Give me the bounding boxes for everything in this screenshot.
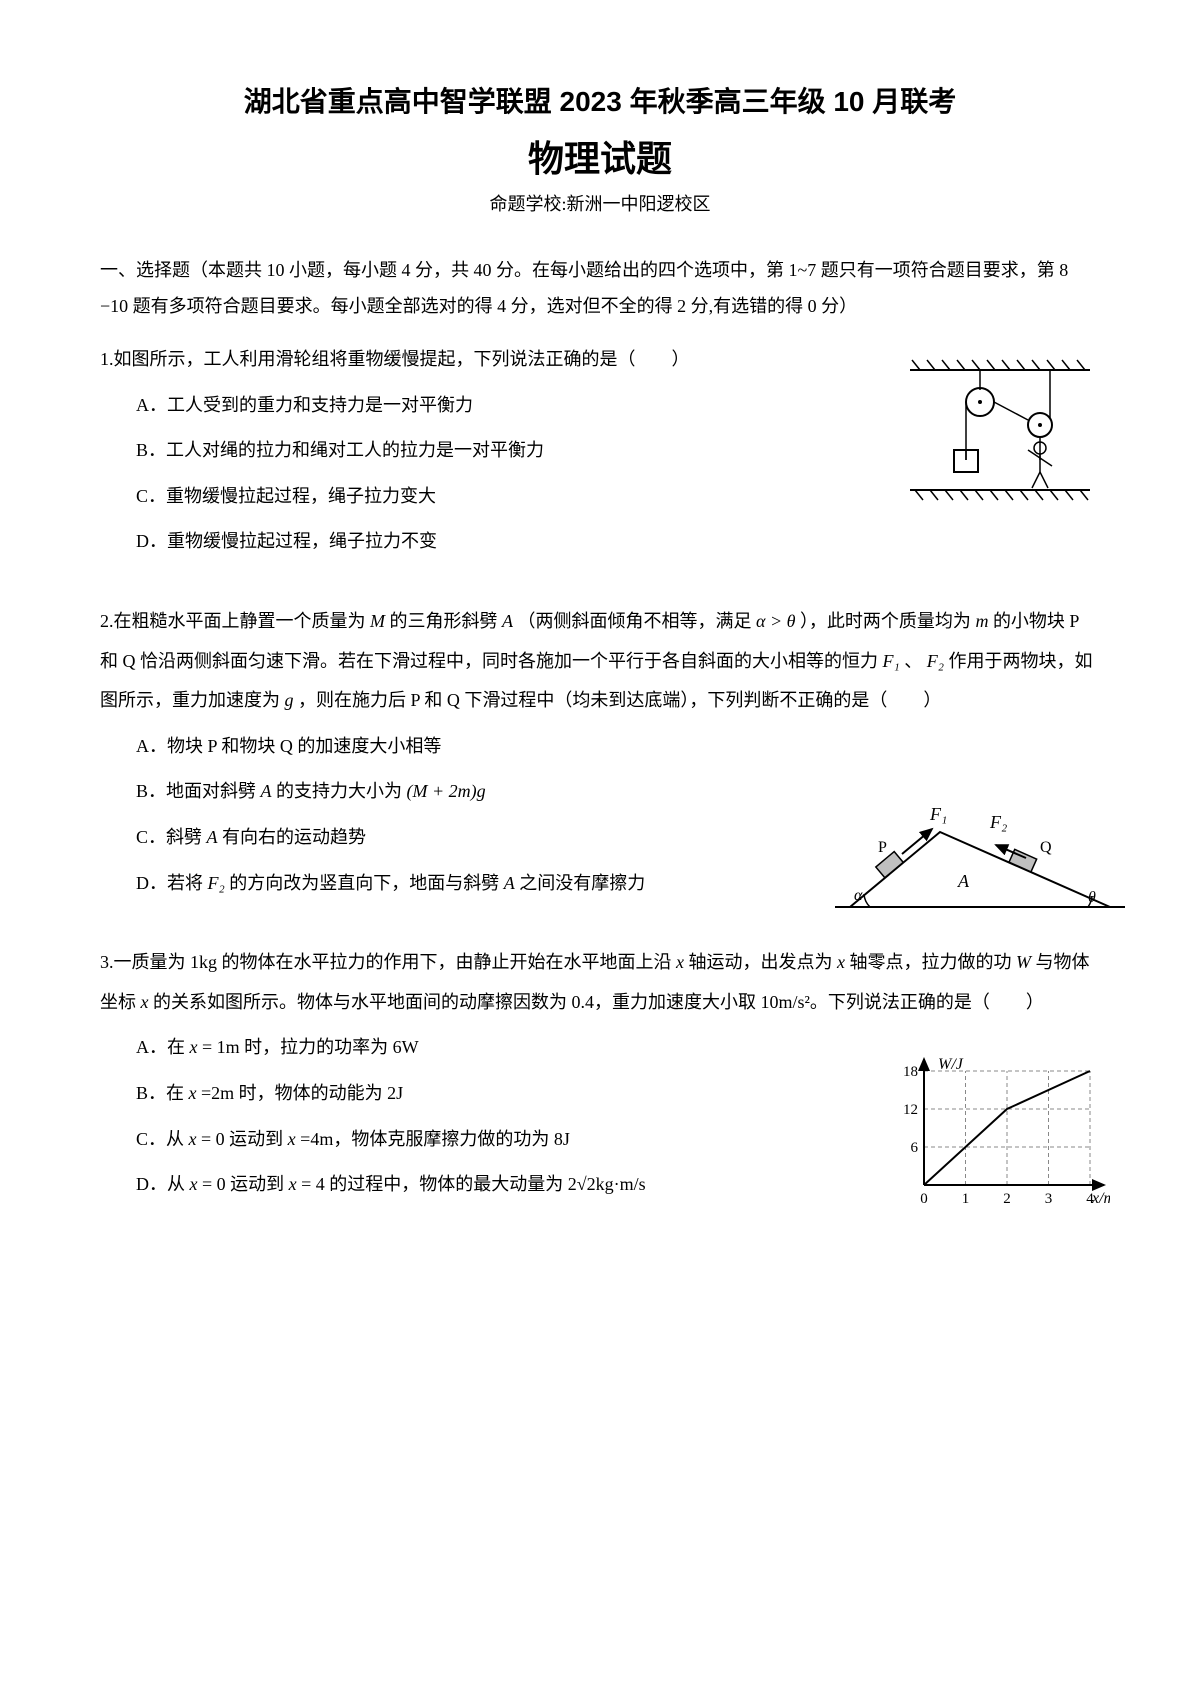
q2-fig-label-F2: F₂: [989, 812, 1007, 832]
q2-F1: F₁: [883, 651, 900, 671]
q2-sep: 、: [904, 651, 922, 671]
svg-text:2: 2: [1003, 1191, 1011, 1207]
q3-b-x: x: [189, 1083, 197, 1103]
q3-var-x: x: [676, 952, 684, 972]
question-2: 2.在粗糙水平面上静置一个质量为 M 的三角形斜劈 A （两侧斜面倾角不相等，满…: [100, 602, 1100, 903]
q2-var-m: m: [975, 611, 988, 631]
svg-text:6: 6: [911, 1140, 919, 1156]
q2-fig-label-theta: θ: [1088, 889, 1096, 906]
q2-b-part: B．地面对斜劈: [136, 781, 256, 801]
q2-b-part: 的支持力大小为: [276, 781, 402, 801]
q3-chart: 0123461218W/Jx/m: [880, 1053, 1110, 1228]
svg-text:W/J: W/J: [938, 1056, 964, 1073]
q2-figure: F₁ F₂ P Q A α θ: [830, 792, 1130, 937]
q2-var-A: A: [502, 611, 513, 631]
q3-b-part: =2m 时，物体的动能为 2J: [201, 1083, 403, 1103]
q3-c-part: = 0 运动到: [201, 1129, 283, 1149]
q2-stem-part: ，则在施力后 P 和 Q 下滑过程中（均未到达底端），下列判断不正确的是（ ）: [298, 690, 941, 710]
q3-d-x: x: [190, 1174, 198, 1194]
q3-a-part: A．在: [136, 1037, 185, 1057]
svg-text:3: 3: [1045, 1191, 1053, 1207]
subject-title: 物理试题: [100, 130, 1100, 182]
q2-fig-label-P: P: [878, 839, 887, 856]
q1-figure: [890, 350, 1110, 525]
q2-d-part: D．若将: [136, 873, 203, 893]
q3-stem: 3.一质量为 1kg 的物体在水平拉力的作用下，由静止开始在水平地面上沿 x 轴…: [100, 943, 1100, 1022]
q3-d-part: D．从: [136, 1174, 185, 1194]
q2-c-A: A: [207, 827, 218, 847]
svg-text:12: 12: [903, 1102, 918, 1118]
q3-stem-part: 3.一质量为 1kg 的物体在水平拉力的作用下，由静止开始在水平地面上沿: [100, 952, 672, 972]
q3-d-x: x: [289, 1174, 297, 1194]
q2-d-part: 之间没有摩擦力: [519, 873, 645, 893]
q3-c-x: x: [189, 1129, 197, 1149]
question-1: 1.如图所示，工人利用滑轮组将重物缓慢提起，下列说法正确的是（ ） A．工人受到…: [100, 340, 1100, 562]
q3-stem-part: 轴运动，出发点为: [689, 952, 833, 972]
q2-cond: α > θ: [756, 611, 795, 631]
svg-text:x/m: x/m: [1091, 1190, 1110, 1207]
section-instruction: 一、选择题（本题共 10 小题，每小题 4 分，共 40 分。在每小题给出的四个…: [100, 252, 1100, 324]
q2-option-a: A．物块 P 和物块 Q 的加速度大小相等: [136, 727, 1100, 767]
q2-b-A: A: [261, 781, 272, 801]
q2-fig-label-A: A: [957, 871, 970, 891]
q2-fig-label-alpha: α: [854, 887, 863, 904]
page-title: 湖北省重点高中智学联盟 2023 年秋季高三年级 10 月联考: [100, 80, 1100, 120]
q2-stem-part: 的三角形斜劈: [390, 611, 498, 631]
q2-d-part: 的方向改为竖直向下，地面与斜劈: [229, 873, 499, 893]
q3-d-part: = 0 运动到: [202, 1174, 284, 1194]
q3-d-part: = 4 的过程中，物体的最大动量为 2√2kg·m/s: [301, 1174, 646, 1194]
q2-var-M: M: [370, 611, 385, 631]
q3-c-part: =4m，物体克服摩擦力做的功为 8J: [300, 1129, 570, 1149]
q3-b-part: B．在: [136, 1083, 184, 1103]
q3-var-W: W: [1016, 952, 1031, 972]
svg-text:0: 0: [920, 1191, 928, 1207]
q3-c-part: C．从: [136, 1129, 184, 1149]
q2-stem-part: （两侧斜面倾角不相等，满足: [518, 611, 752, 631]
q3-a-x: x: [190, 1037, 198, 1057]
q3-var-x: x: [837, 952, 845, 972]
q2-F2: F₂: [927, 651, 944, 671]
q2-d-F2: F₂: [208, 873, 225, 893]
q3-a-part: = 1m 时，拉力的功率为 6W: [202, 1037, 419, 1057]
q3-var-x: x: [141, 992, 149, 1012]
q2-fig-label-Q: Q: [1040, 839, 1052, 856]
question-3: 3.一质量为 1kg 的物体在水平拉力的作用下，由静止开始在水平地面上沿 x 轴…: [100, 943, 1100, 1205]
q2-b-expr: (M + 2m)g: [407, 781, 486, 801]
q3-c-x: x: [288, 1129, 296, 1149]
q2-stem: 2.在粗糙水平面上静置一个质量为 M 的三角形斜劈 A （两侧斜面倾角不相等，满…: [100, 602, 1100, 721]
q2-stem-part: ），此时两个质量均为: [800, 611, 971, 631]
q2-d-A: A: [504, 873, 515, 893]
q3-stem-part: 轴零点，拉力做的功: [850, 952, 1012, 972]
q2-c-part: C．斜劈: [136, 827, 202, 847]
q2-c-part: 有向右的运动趋势: [222, 827, 366, 847]
q1-option-d: D．重物缓慢拉起过程，绳子拉力不变: [136, 522, 1100, 562]
subtitle: 命题学校:新洲一中阳逻校区: [100, 190, 1100, 216]
q2-var-g: g: [285, 690, 294, 710]
q3-stem-part: 的关系如图所示。物体与水平地面间的动摩擦因数为 0.4，重力加速度大小取 10m…: [153, 992, 1044, 1012]
svg-text:18: 18: [903, 1064, 918, 1080]
svg-text:1: 1: [962, 1191, 970, 1207]
q2-stem-part: 2.在粗糙水平面上静置一个质量为: [100, 611, 366, 631]
q2-fig-label-F1: F₁: [929, 804, 947, 824]
